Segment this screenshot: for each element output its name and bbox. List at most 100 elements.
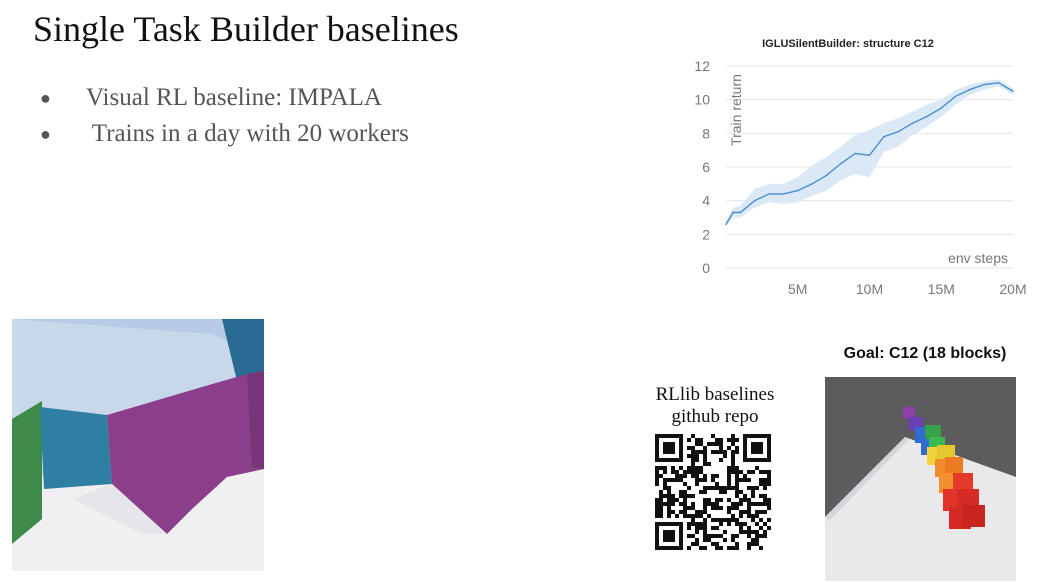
qr-module (731, 486, 735, 490)
qr-module (695, 438, 699, 442)
qr-module (663, 538, 667, 542)
qr-module (659, 546, 663, 550)
qr-module (687, 514, 691, 518)
qr-module (687, 486, 691, 490)
qr-module (735, 470, 739, 474)
qr-module (687, 494, 691, 498)
qr-module (735, 486, 739, 490)
qr-module (759, 478, 763, 482)
qr-module (715, 438, 719, 442)
qr-module (743, 442, 747, 446)
qr-module (743, 522, 747, 526)
qr-module (663, 442, 667, 446)
qr-module (715, 526, 719, 530)
qr-module (691, 542, 695, 546)
qr-module (727, 482, 731, 486)
chart-y-tick-label: 8 (702, 125, 710, 141)
chart-data-point (732, 211, 734, 214)
qr-module (747, 478, 751, 482)
chart-data-point (725, 223, 727, 226)
qr-module (655, 482, 659, 486)
qr-module (659, 494, 663, 498)
qr-module (691, 454, 695, 458)
qr-module (743, 474, 747, 478)
qr-module (731, 462, 735, 466)
chart-data-point (969, 88, 971, 91)
qr-module (675, 474, 679, 478)
qr-module (691, 462, 695, 466)
qr-module (683, 482, 687, 486)
qr-module (759, 510, 763, 514)
bullet-dot-icon: ● (40, 88, 51, 108)
qr-module (699, 490, 703, 494)
qr-module (755, 434, 759, 438)
qr-module (719, 450, 723, 454)
qr-module (743, 458, 747, 462)
chart-data-point (1012, 90, 1014, 93)
qr-module (655, 538, 659, 542)
qr-module (759, 502, 763, 506)
qr-module (663, 534, 667, 538)
chart-data-point (840, 162, 842, 165)
qr-module (751, 514, 755, 518)
qr-module (667, 478, 671, 482)
qr-module (763, 458, 767, 462)
qr-module (731, 502, 735, 506)
qr-module (735, 518, 739, 522)
qr-module (731, 454, 735, 458)
chart-data-point (911, 122, 914, 125)
qr-module (695, 454, 699, 458)
qr-module (663, 470, 667, 474)
qr-module (755, 458, 759, 462)
qr-module (667, 442, 671, 446)
chart-series-line (725, 82, 1014, 226)
qr-module (687, 506, 691, 510)
qr-module (743, 438, 747, 442)
qr-module (655, 498, 659, 502)
qr-module (707, 502, 711, 506)
qr-module (743, 498, 747, 502)
qr-module (731, 470, 735, 474)
qr-module (659, 514, 663, 518)
qr-module (667, 494, 671, 498)
chart-y-tick-label: 2 (702, 226, 710, 242)
qr-module (767, 446, 771, 450)
chart-data-point (739, 211, 742, 214)
chart-data-point (825, 174, 828, 177)
qr-module (707, 514, 711, 518)
qr-module (699, 466, 703, 470)
qr-module (675, 498, 679, 502)
qr-module (747, 530, 751, 534)
qr-module (679, 458, 683, 462)
qr-module (763, 510, 767, 514)
qr-module (679, 494, 683, 498)
goal-structure-image (825, 377, 1016, 581)
chart-data-point (782, 193, 785, 195)
qr-module (703, 458, 707, 462)
qr-module (743, 510, 747, 514)
qr-caption-line: github repo (671, 406, 759, 427)
qr-module (699, 522, 703, 526)
qr-module (731, 534, 735, 538)
qr-module (695, 478, 699, 482)
qr-module (723, 454, 727, 458)
qr-module (663, 522, 667, 526)
qr-module (719, 442, 723, 446)
qr-module (687, 534, 691, 538)
qr-module (699, 450, 703, 454)
qr-module (767, 434, 771, 438)
qr-module (735, 446, 739, 450)
qr-module (659, 490, 663, 494)
qr-module (731, 506, 735, 510)
qr-module (667, 522, 671, 526)
chart-data-point (768, 193, 770, 195)
bullet-text: Visual RL baseline: IMPALA (86, 84, 382, 111)
qr-module (703, 474, 707, 478)
qr-module (715, 486, 719, 490)
qr-module (747, 502, 751, 506)
qr-module (739, 490, 743, 494)
qr-module (727, 478, 731, 482)
qr-module (739, 510, 743, 514)
qr-module (735, 478, 739, 482)
qr-module (675, 546, 679, 550)
